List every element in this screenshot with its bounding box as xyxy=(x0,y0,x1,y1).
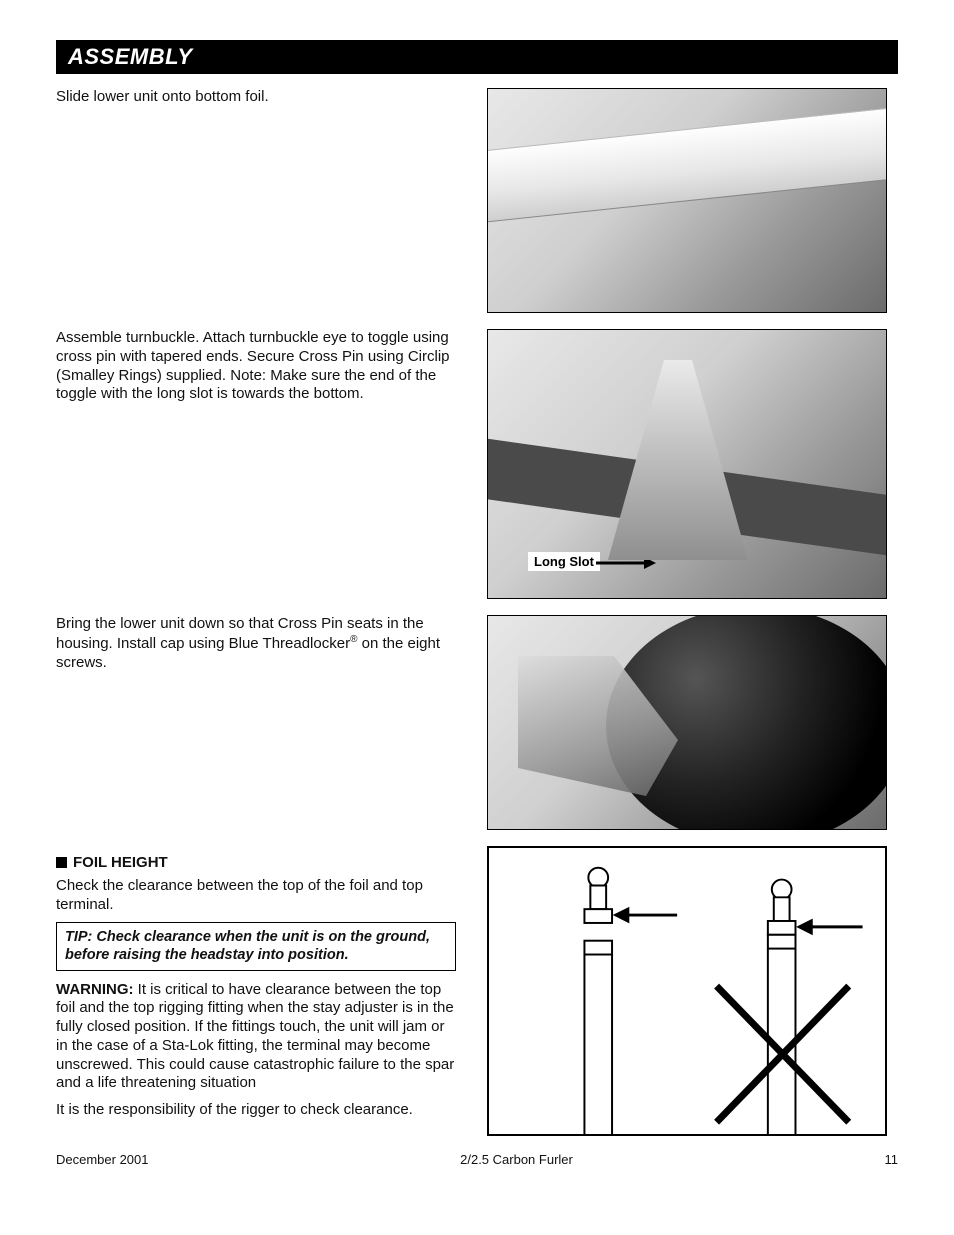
long-slot-label: Long Slot xyxy=(528,552,600,571)
step2-photo: Long Slot xyxy=(487,329,887,599)
step-row-2: Assemble turnbuckle. Attach turnbuckle e… xyxy=(56,329,898,599)
step2-text-col: Assemble turnbuckle. Attach turnbuckle e… xyxy=(56,329,456,412)
foil-responsibility: It is the responsibility of the rigger t… xyxy=(56,1101,456,1120)
tip-box: TIP: Check clearance when the unit is on… xyxy=(56,922,456,970)
step2-text: Assemble turnbuckle. Attach turnbuckle e… xyxy=(56,329,456,404)
footer-right: 11 xyxy=(884,1152,898,1167)
foil-row: FOIL HEIGHT Check the clearance between … xyxy=(56,846,898,1136)
arrow-icon xyxy=(596,556,656,575)
step1-photo xyxy=(487,88,887,313)
step1-text: Slide lower unit onto bottom foil. xyxy=(56,88,456,107)
warning-label: WARNING: xyxy=(56,981,134,998)
step1-text-col: Slide lower unit onto bottom foil. xyxy=(56,88,456,115)
step3-text-col: Bring the lower unit down so that Cross … xyxy=(56,615,456,680)
foil-subhead-text: FOIL HEIGHT xyxy=(73,854,168,871)
square-bullet-icon xyxy=(56,857,67,868)
foil-intro: Check the clearance between the top of t… xyxy=(56,877,456,915)
step3-img-col xyxy=(476,615,898,830)
step-row-1: Slide lower unit onto bottom foil. xyxy=(56,88,898,313)
step3-photo xyxy=(487,615,887,830)
section-title: ASSEMBLY xyxy=(68,44,886,70)
page-footer: December 2001 2/2.5 Carbon Furler 11 xyxy=(56,1152,898,1167)
foil-diagram xyxy=(487,846,887,1136)
footer-left: December 2001 xyxy=(56,1152,149,1167)
section-header: ASSEMBLY xyxy=(56,40,898,74)
foil-warning: WARNING: It is critical to have clearanc… xyxy=(56,981,456,1094)
step-row-3: Bring the lower unit down so that Cross … xyxy=(56,615,898,830)
step1-img-col xyxy=(476,88,898,313)
step3-text: Bring the lower unit down so that Cross … xyxy=(56,615,456,672)
footer-center: 2/2.5 Carbon Furler xyxy=(460,1152,573,1167)
step2-img-col: Long Slot xyxy=(476,329,898,599)
foil-diagram-col xyxy=(476,846,898,1136)
foil-text-col: FOIL HEIGHT Check the clearance between … xyxy=(56,846,456,1128)
foil-subhead: FOIL HEIGHT xyxy=(56,854,456,873)
